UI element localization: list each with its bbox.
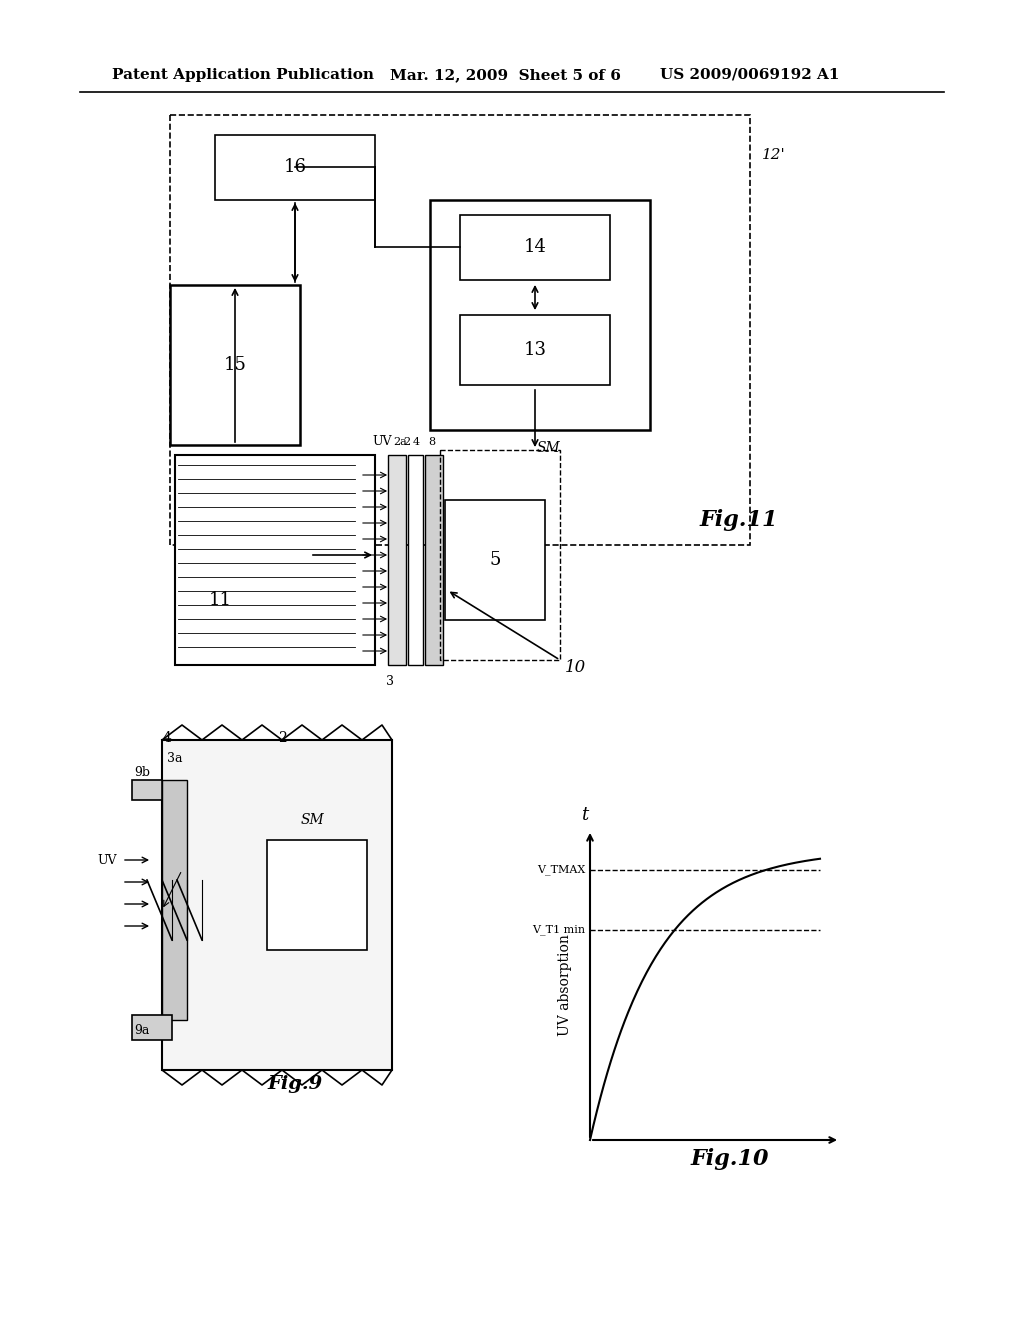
Text: 13: 13 [523,341,547,359]
Text: 14: 14 [523,238,547,256]
Text: Fig.11: Fig.11 [700,510,778,531]
Text: Mar. 12, 2009  Sheet 5 of 6: Mar. 12, 2009 Sheet 5 of 6 [390,69,621,82]
Text: 4: 4 [163,731,171,744]
Text: 11: 11 [209,591,231,609]
Text: 3a: 3a [167,752,182,766]
Text: 2: 2 [278,731,287,744]
Bar [132,780,162,800]
Text: 15: 15 [223,356,247,374]
Bar [430,201,650,430]
Text: 3: 3 [386,675,394,688]
Text: V_TMAX: V_TMAX [537,865,585,875]
Text: SM: SM [300,813,324,828]
Bar [175,455,375,665]
Text: 5: 5 [489,550,501,569]
Bar [215,135,375,201]
Bar [460,215,610,280]
Text: 9b: 9b [134,766,150,779]
Bar [460,315,610,385]
Text: 2: 2 [403,437,411,447]
Text: UV: UV [97,854,117,866]
Bar [162,780,187,1020]
Text: 10: 10 [565,660,587,676]
Bar [425,455,443,665]
Bar [162,741,392,1071]
Text: Fig.10: Fig.10 [691,1148,769,1170]
Text: Patent Application Publication: Patent Application Publication [112,69,374,82]
Text: UV: UV [373,436,392,447]
Bar [132,1015,172,1040]
Text: 4: 4 [413,437,420,447]
Text: 2a: 2a [393,437,407,447]
Text: 16: 16 [284,158,306,176]
Bar [388,455,406,665]
Bar [170,285,300,445]
Bar [440,450,560,660]
Text: SM: SM [537,441,560,455]
Bar [445,500,545,620]
Text: UV absorption: UV absorption [558,935,572,1036]
Text: 12': 12' [762,148,785,162]
Bar [170,115,750,545]
Text: 8: 8 [428,437,435,447]
Text: V_T1 min: V_T1 min [531,924,585,936]
Text: US 2009/0069192 A1: US 2009/0069192 A1 [660,69,840,82]
Text: Fig.9: Fig.9 [267,1074,323,1093]
Text: t: t [582,807,589,824]
Bar [267,840,367,950]
Bar [408,455,423,665]
Text: 9a: 9a [134,1023,150,1036]
